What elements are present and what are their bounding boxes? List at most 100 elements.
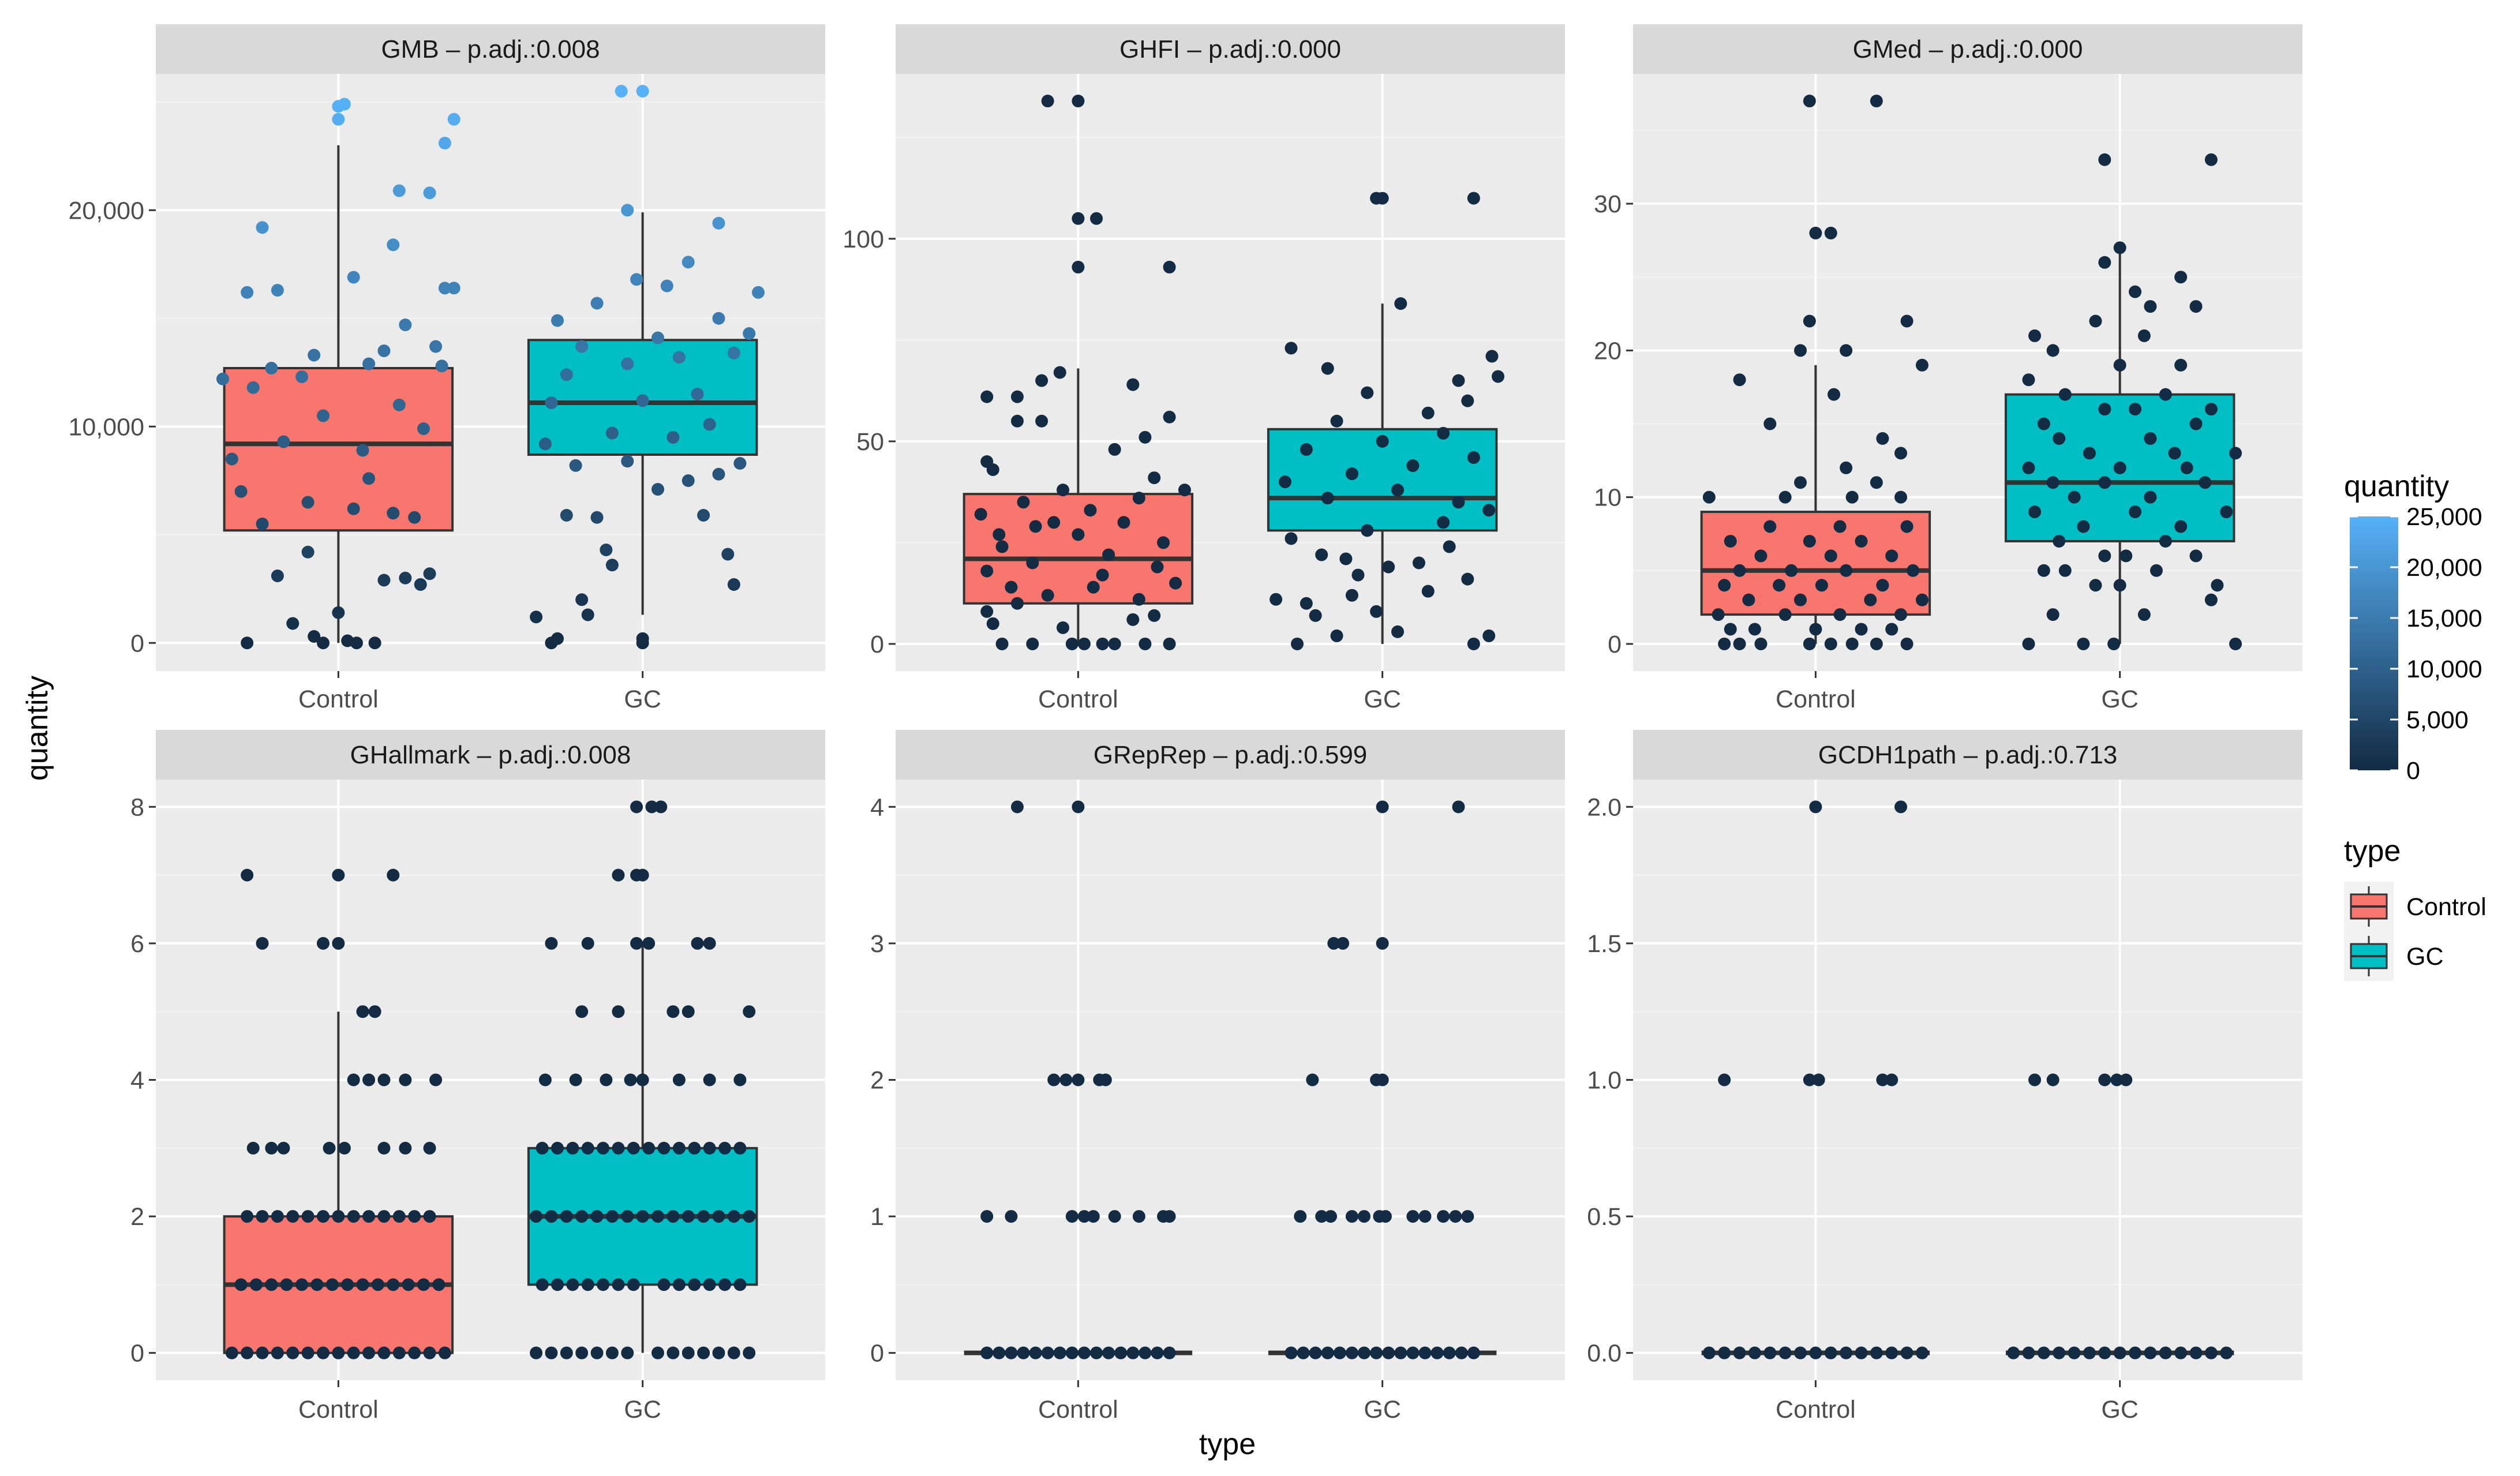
data-point (2037, 417, 2050, 430)
data-point (743, 327, 756, 340)
x-tick-label: GC (2101, 1396, 2139, 1423)
data-point (1733, 373, 1746, 387)
colorbar-label: 20,000 (2406, 554, 2482, 582)
data-point (980, 1210, 994, 1223)
data-point (612, 1278, 625, 1291)
data-point (1139, 430, 1152, 444)
data-point (1915, 1346, 1929, 1359)
data-point (1778, 608, 1792, 621)
data-point (2107, 637, 2121, 650)
data-point (621, 455, 634, 468)
data-point (362, 1073, 376, 1087)
data-point (682, 256, 695, 269)
data-point (575, 1005, 589, 1018)
data-point (2189, 1346, 2203, 1359)
data-point (575, 593, 589, 606)
data-point (2144, 432, 2157, 445)
data-point (2053, 432, 2066, 445)
y-tick-label: 20,000 (68, 197, 144, 224)
data-point (399, 571, 412, 585)
data-point (974, 508, 987, 521)
data-point (672, 1141, 686, 1155)
data-point (1321, 1346, 1334, 1359)
data-point (666, 1005, 680, 1018)
data-point (575, 1346, 589, 1359)
data-point (733, 1073, 747, 1087)
data-point (317, 409, 329, 422)
data-point (399, 1141, 412, 1155)
data-point (347, 271, 360, 284)
data-point (1748, 1346, 1761, 1359)
data-point (1443, 540, 1456, 553)
data-point (630, 273, 643, 286)
data-point (1803, 314, 1816, 328)
data-point (627, 1278, 640, 1291)
data-point (1418, 1210, 1432, 1223)
data-point (1370, 605, 1383, 618)
data-point (980, 1346, 994, 1359)
data-point (377, 344, 391, 357)
data-point (642, 1141, 656, 1155)
y-tick-label: 0.5 (1587, 1203, 1622, 1231)
data-point (1876, 1073, 1889, 1087)
data-point (338, 1141, 351, 1155)
data-point (1815, 579, 1828, 592)
data-point (2174, 271, 2188, 284)
data-point (1467, 1346, 1480, 1359)
data-point (301, 496, 314, 509)
data-point (1358, 1210, 1371, 1223)
data-point (2022, 373, 2035, 387)
data-point (703, 936, 716, 950)
data-point (1178, 484, 1191, 497)
data-point (551, 1141, 564, 1155)
data-point (392, 184, 406, 197)
data-point (1900, 1346, 1914, 1359)
x-tick-label: Control (1038, 685, 1118, 713)
data-point (1047, 1073, 1061, 1087)
legend-type-label: Control (2406, 893, 2487, 921)
data-point (1087, 580, 1100, 594)
data-point (1163, 1210, 1176, 1223)
data-point (697, 509, 710, 522)
data-point (408, 1210, 421, 1223)
data-point (995, 637, 1009, 650)
data-point (250, 1278, 263, 1291)
data-point (1394, 1346, 1407, 1359)
data-point (636, 868, 649, 882)
data-point (2113, 579, 2126, 592)
data-point (347, 1346, 360, 1359)
data-point (1915, 593, 1929, 606)
data-point (317, 1210, 329, 1223)
facet-panel: GCDH1path – p.adj.:0.713 0.0 0.5 1.0 1.5 2.0 C… (1587, 730, 2302, 1423)
data-point (286, 617, 299, 630)
data-point (1096, 568, 1109, 582)
data-point (581, 936, 594, 950)
data-point (392, 398, 406, 411)
data-point (1148, 471, 1161, 485)
data-point (1394, 297, 1407, 310)
data-point (1099, 1073, 1112, 1087)
data-point (271, 570, 284, 582)
data-point (1139, 637, 1152, 650)
data-point (1306, 1073, 1319, 1087)
data-point (642, 936, 656, 950)
data-point (1087, 1210, 1100, 1223)
data-point (1794, 344, 1807, 357)
data-point (1285, 1346, 1298, 1359)
data-point (1294, 1210, 1307, 1223)
data-point (1126, 613, 1140, 626)
y-tick-label: 30 (1594, 190, 1622, 218)
data-point (1285, 342, 1298, 355)
data-point (1270, 593, 1283, 606)
data-point (392, 1346, 406, 1359)
data-point (1485, 350, 1499, 363)
data-point (377, 1073, 391, 1087)
data-point (605, 1210, 619, 1223)
data-point (2037, 1346, 2050, 1359)
data-point (2077, 520, 2090, 533)
data-point (1376, 800, 1389, 814)
y-tick-label: 10,000 (68, 413, 144, 441)
data-point (1870, 1346, 1883, 1359)
data-point (2204, 1346, 2218, 1359)
data-point (2220, 505, 2233, 519)
